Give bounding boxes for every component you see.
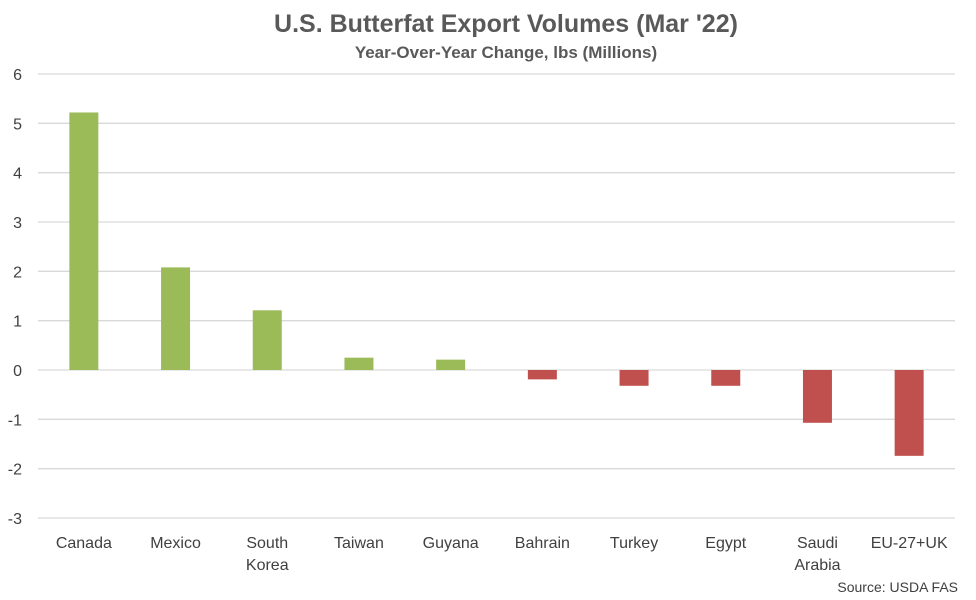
bar-egypt xyxy=(711,370,741,386)
y-tick-label: 4 xyxy=(13,166,22,183)
gridlines xyxy=(38,73,955,519)
x-axis-labels: Canada Mexico South Korea Taiwan Guyana Bahrai… xyxy=(56,535,948,574)
y-tick-label: 6 xyxy=(13,67,22,84)
bar-bahrain xyxy=(527,370,557,380)
bar-saudi-arabia xyxy=(802,370,832,423)
y-tick-label: 1 xyxy=(13,314,22,331)
x-tick-label: Saudi Arabia xyxy=(794,535,840,574)
x-tick-label: Canada xyxy=(56,535,112,552)
bar-taiwan xyxy=(344,357,374,370)
bar-turkey xyxy=(619,370,649,386)
chart-title: U.S. Butterfat Export Volumes (Mar '22) xyxy=(274,10,738,38)
y-tick-label: 3 xyxy=(13,215,22,232)
bar-guyana xyxy=(436,359,466,370)
y-tick-label: 0 xyxy=(13,363,22,380)
bars xyxy=(69,112,924,456)
bar-eu-27-uk xyxy=(894,370,924,456)
y-tick-label: 5 xyxy=(13,116,22,133)
chart-subtitle: Year-Over-Year Change, lbs (Millions) xyxy=(355,43,657,62)
bar-south-korea xyxy=(252,310,282,370)
y-tick-label: 2 xyxy=(13,264,22,281)
source-note: Source: USDA FAS xyxy=(837,579,958,595)
y-tick-label: -1 xyxy=(8,412,22,429)
x-tick-label: Mexico xyxy=(150,535,201,552)
y-tick-label: -2 xyxy=(8,462,22,479)
y-axis-ticks: -3 -2 -1 0 1 2 3 4 5 6 xyxy=(8,67,22,528)
x-tick-label: Egypt xyxy=(705,535,746,552)
bar-mexico xyxy=(161,267,191,370)
bar-canada xyxy=(69,112,99,370)
y-tick-label: -3 xyxy=(8,511,22,528)
x-tick-label: Bahrain xyxy=(515,535,570,552)
x-tick-label: EU-27+UK xyxy=(871,535,948,552)
x-tick-label: Turkey xyxy=(610,535,658,552)
x-tick-label: Guyana xyxy=(423,535,479,552)
x-tick-label: South Korea xyxy=(246,535,289,574)
x-tick-label: Taiwan xyxy=(334,535,384,552)
